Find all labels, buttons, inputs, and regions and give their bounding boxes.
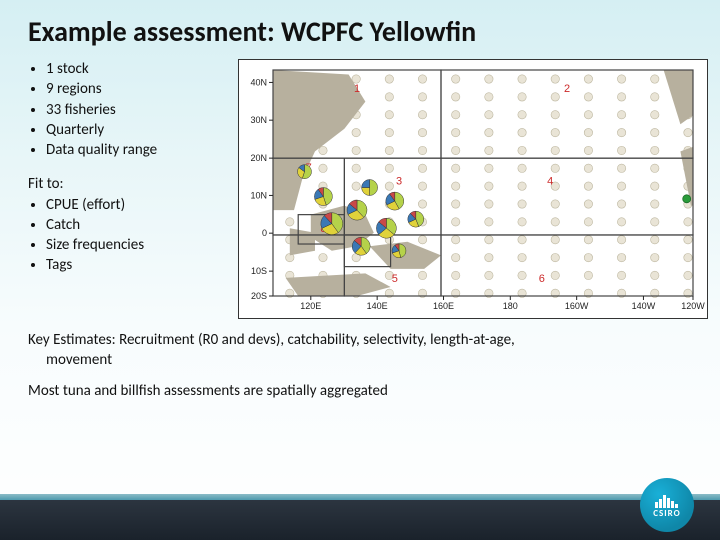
map-svg: 127348956120E140E160E180160W140W120W40N3…: [239, 60, 709, 320]
svg-text:20S: 20S: [251, 291, 267, 301]
svg-text:160E: 160E: [433, 301, 454, 311]
svg-text:1: 1: [354, 83, 360, 95]
bullet: 33 fisheries: [46, 100, 228, 120]
fit-heading: Fit to:: [28, 174, 228, 194]
svg-text:40N: 40N: [250, 77, 267, 87]
slide-root: Example assessment: WCPFC Yellowfin 1 st…: [0, 0, 720, 540]
svg-text:4: 4: [547, 176, 553, 188]
fit-bullets: CPUE (effort) Catch Size frequencies Tag…: [46, 195, 228, 276]
logo-text: CSIRO: [653, 508, 680, 519]
map-column: 127348956120E140E160E180160W140W120W40N3…: [238, 59, 708, 319]
bullet: Tags: [46, 255, 228, 275]
bullet: 9 regions: [46, 79, 228, 99]
bullet: Size frequencies: [46, 235, 228, 255]
svg-text:3: 3: [396, 176, 402, 188]
content-row: 1 stock 9 regions 33 fisheries Quarterly…: [28, 59, 692, 319]
svg-text:10N: 10N: [250, 190, 267, 200]
left-column: 1 stock 9 regions 33 fisheries Quarterly…: [28, 59, 228, 319]
csiro-logo: CSIRO: [640, 478, 694, 532]
bullet: CPUE (effort): [46, 195, 228, 215]
svg-text:30N: 30N: [250, 115, 267, 125]
svg-text:0: 0: [262, 228, 267, 238]
svg-text:20N: 20N: [250, 153, 267, 163]
svg-text:180: 180: [503, 301, 518, 311]
footer-bar: [0, 500, 720, 540]
svg-text:6: 6: [539, 273, 545, 285]
main-bullets: 1 stock 9 regions 33 fisheries Quarterly…: [46, 59, 228, 160]
map-frame: 127348956120E140E160E180160W140W120W40N3…: [238, 59, 708, 319]
svg-text:10S: 10S: [251, 266, 267, 276]
aggregation-para: Most tuna and billfish assessments are s…: [28, 382, 688, 402]
svg-text:140E: 140E: [367, 301, 388, 311]
svg-text:120W: 120W: [681, 301, 705, 311]
para1-lead: Key Estimates: Recruitment (R0 and devs)…: [28, 331, 515, 349]
para1-indent: movement: [46, 351, 688, 371]
bullet: 1 stock: [46, 59, 228, 79]
svg-text:140W: 140W: [632, 301, 656, 311]
key-estimates-para: Key Estimates: Recruitment (R0 and devs)…: [28, 331, 688, 370]
bullet: Quarterly: [46, 120, 228, 140]
svg-text:2: 2: [564, 83, 570, 95]
svg-text:5: 5: [392, 273, 398, 285]
slide-title: Example assessment: WCPFC Yellowfin: [28, 14, 692, 49]
svg-text:160W: 160W: [565, 301, 589, 311]
svg-text:120E: 120E: [300, 301, 321, 311]
bullet: Data quality range: [46, 140, 228, 160]
bullet: Catch: [46, 215, 228, 235]
logo-bars-icon: [654, 492, 680, 508]
